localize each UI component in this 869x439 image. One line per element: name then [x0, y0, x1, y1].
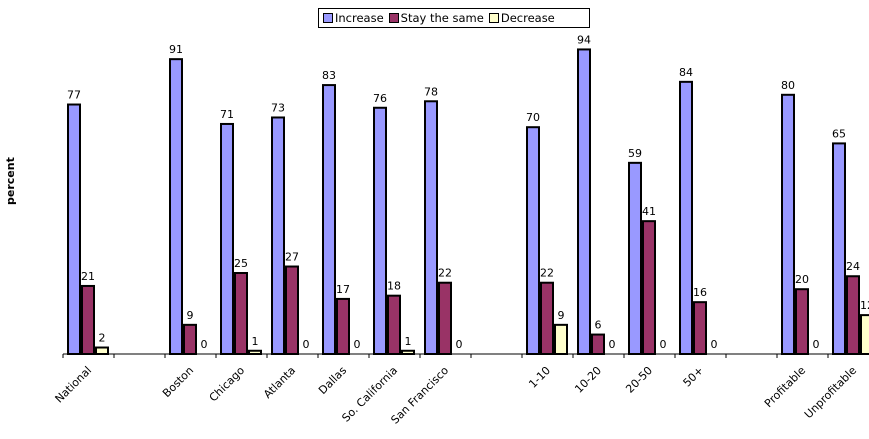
data-label-decrease: 9 [558, 309, 565, 322]
bar-stay-the-same [234, 272, 248, 355]
x-tick-label: 10-20 [572, 364, 604, 396]
bar-increase [628, 161, 642, 355]
data-label-decrease: 0 [609, 338, 616, 351]
bar-increase [781, 93, 795, 356]
data-label-increase: 70 [526, 111, 540, 124]
bar-stay-the-same [81, 284, 95, 355]
x-tick-label: Chicago [207, 364, 248, 405]
bar-increase [220, 122, 234, 355]
bar-stay-the-same [642, 220, 656, 355]
x-tick-label: 1-10 [526, 364, 553, 391]
bar-increase [526, 126, 540, 355]
data-label-decrease: 0 [303, 338, 310, 351]
data-label-stay-the-same: 25 [234, 257, 248, 270]
bar-stay-the-same [591, 333, 605, 355]
bar-decrease [554, 323, 568, 355]
data-label-increase: 59 [628, 147, 642, 160]
bar-decrease [860, 314, 869, 355]
bar-increase [424, 100, 438, 355]
data-label-stay-the-same: 24 [846, 260, 860, 273]
data-label-stay-the-same: 20 [795, 273, 809, 286]
bar-increase [67, 103, 81, 355]
data-label-increase: 71 [220, 108, 234, 121]
data-label-increase: 94 [577, 33, 591, 46]
legend-swatch-stay-the-same [388, 13, 399, 23]
legend-label-increase: Increase [335, 11, 384, 25]
legend: Increase Stay the same Decrease [318, 8, 590, 28]
data-label-decrease: 1 [252, 335, 259, 348]
data-label-decrease: 1 [405, 335, 412, 348]
bar-stay-the-same [183, 323, 197, 355]
data-label-stay-the-same: 18 [387, 280, 401, 293]
data-label-decrease: 0 [354, 338, 361, 351]
bar-stay-the-same [285, 265, 299, 355]
bar-stay-the-same [336, 297, 350, 356]
data-label-increase: 78 [424, 85, 438, 98]
data-label-increase: 80 [781, 79, 795, 92]
data-label-stay-the-same: 21 [81, 270, 95, 283]
bar-stay-the-same [438, 281, 452, 355]
data-label-stay-the-same: 9 [187, 309, 194, 322]
x-tick-label: Boston [160, 364, 196, 400]
data-label-stay-the-same: 27 [285, 251, 299, 264]
data-label-stay-the-same: 22 [438, 267, 452, 280]
legend-item-decrease: Decrease [488, 11, 555, 25]
bar-increase [169, 58, 183, 355]
data-label-stay-the-same: 17 [336, 283, 350, 296]
bar-increase [322, 84, 336, 356]
bar-stay-the-same [540, 281, 554, 355]
data-label-stay-the-same: 6 [595, 319, 602, 332]
legend-label-decrease: Decrease [500, 11, 555, 25]
x-tick-label: Unprofitable [802, 364, 859, 421]
bar-increase [373, 106, 387, 356]
data-label-stay-the-same: 22 [540, 267, 554, 280]
data-label-decrease: 0 [813, 338, 820, 351]
data-label-decrease: 0 [660, 338, 667, 351]
bar-decrease [248, 349, 262, 356]
x-tick-label: 20-50 [623, 364, 655, 396]
data-label-decrease: 0 [456, 338, 463, 351]
bar-stay-the-same [846, 275, 860, 355]
data-label-decrease: 0 [711, 338, 718, 351]
bar-increase [271, 116, 285, 356]
bar-stay-the-same [693, 301, 707, 356]
data-label-increase: 83 [322, 69, 336, 82]
data-label-decrease: 2 [99, 332, 106, 345]
x-tick-label: Dallas [316, 364, 349, 397]
bar-increase [679, 80, 693, 355]
bar-increase [832, 142, 846, 355]
data-label-increase: 77 [67, 89, 81, 102]
data-label-stay-the-same: 16 [693, 286, 707, 299]
bar-decrease [401, 349, 415, 356]
bar-stay-the-same [387, 294, 401, 355]
data-label-stay-the-same: 41 [642, 205, 656, 218]
legend-item-increase: Increase [323, 11, 384, 25]
data-label-increase: 84 [679, 66, 693, 79]
x-tick-label: Atlanta [261, 364, 298, 401]
bar-stay-the-same [795, 288, 809, 356]
legend-swatch-increase [323, 13, 333, 23]
legend-swatch-decrease [488, 13, 499, 23]
x-tick-label: 50+ [681, 364, 707, 390]
legend-label-stay-the-same: Stay the same [400, 11, 484, 25]
data-label-increase: 65 [832, 127, 846, 140]
x-tick-label: Profitable [762, 364, 808, 410]
legend-item-stay-the-same: Stay the same [388, 11, 484, 25]
data-label-decrease: 0 [201, 338, 208, 351]
bar-increase [577, 48, 591, 355]
data-label-increase: 91 [169, 43, 183, 56]
data-label-increase: 76 [373, 92, 387, 105]
data-label-decrease: 12 [860, 299, 869, 312]
x-tick-label: National [53, 364, 95, 406]
data-label-increase: 73 [271, 101, 285, 114]
bar-decrease [95, 346, 109, 355]
